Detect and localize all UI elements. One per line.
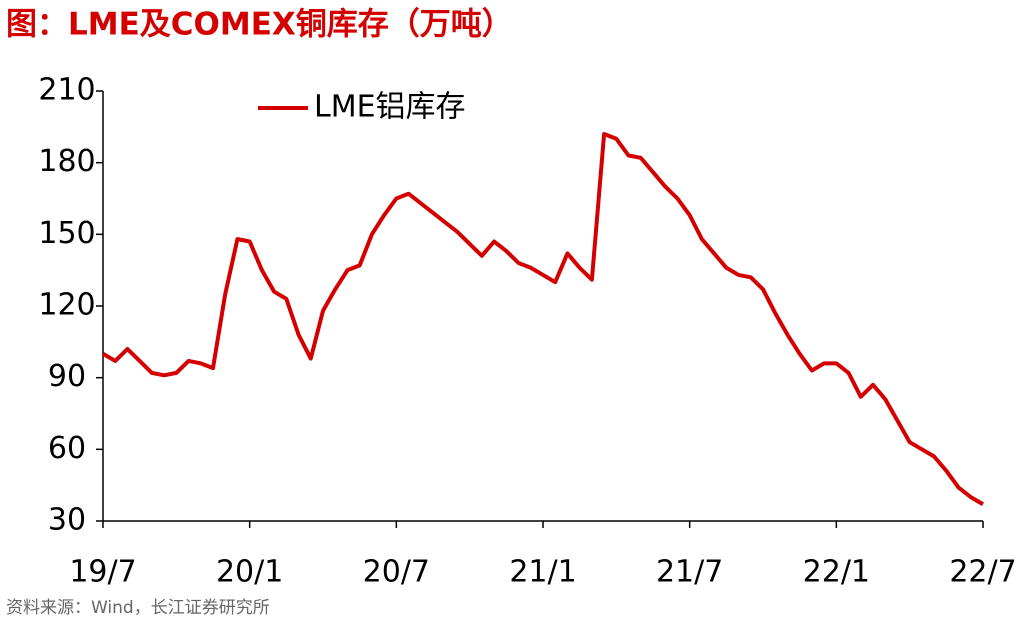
x-tick-label: 19/7 xyxy=(69,555,136,590)
y-tick-label: 30 xyxy=(48,503,86,538)
chart-title: 图：LME及COMEX铜库存（万吨） xyxy=(6,7,513,43)
legend-label: LME铝库存 xyxy=(314,90,466,125)
x-tick-label: 21/1 xyxy=(509,555,576,590)
x-tick-label: 22/7 xyxy=(949,555,1016,590)
x-tick-label: 22/1 xyxy=(803,555,870,590)
y-tick-label: 60 xyxy=(48,431,86,466)
y-tick-label: 90 xyxy=(48,359,86,394)
x-tick-label: 20/7 xyxy=(363,555,430,590)
x-tick-label: 20/1 xyxy=(216,555,283,590)
y-tick-label: 180 xyxy=(38,144,95,179)
y-tick-label: 210 xyxy=(38,73,95,108)
data-line xyxy=(101,132,985,507)
y-tick-label: 120 xyxy=(38,288,95,323)
y-tick-label: 150 xyxy=(38,216,95,251)
x-tick-label: 21/7 xyxy=(656,555,723,590)
source-note: 资料来源：Wind，长江证券研究所 xyxy=(6,598,270,618)
